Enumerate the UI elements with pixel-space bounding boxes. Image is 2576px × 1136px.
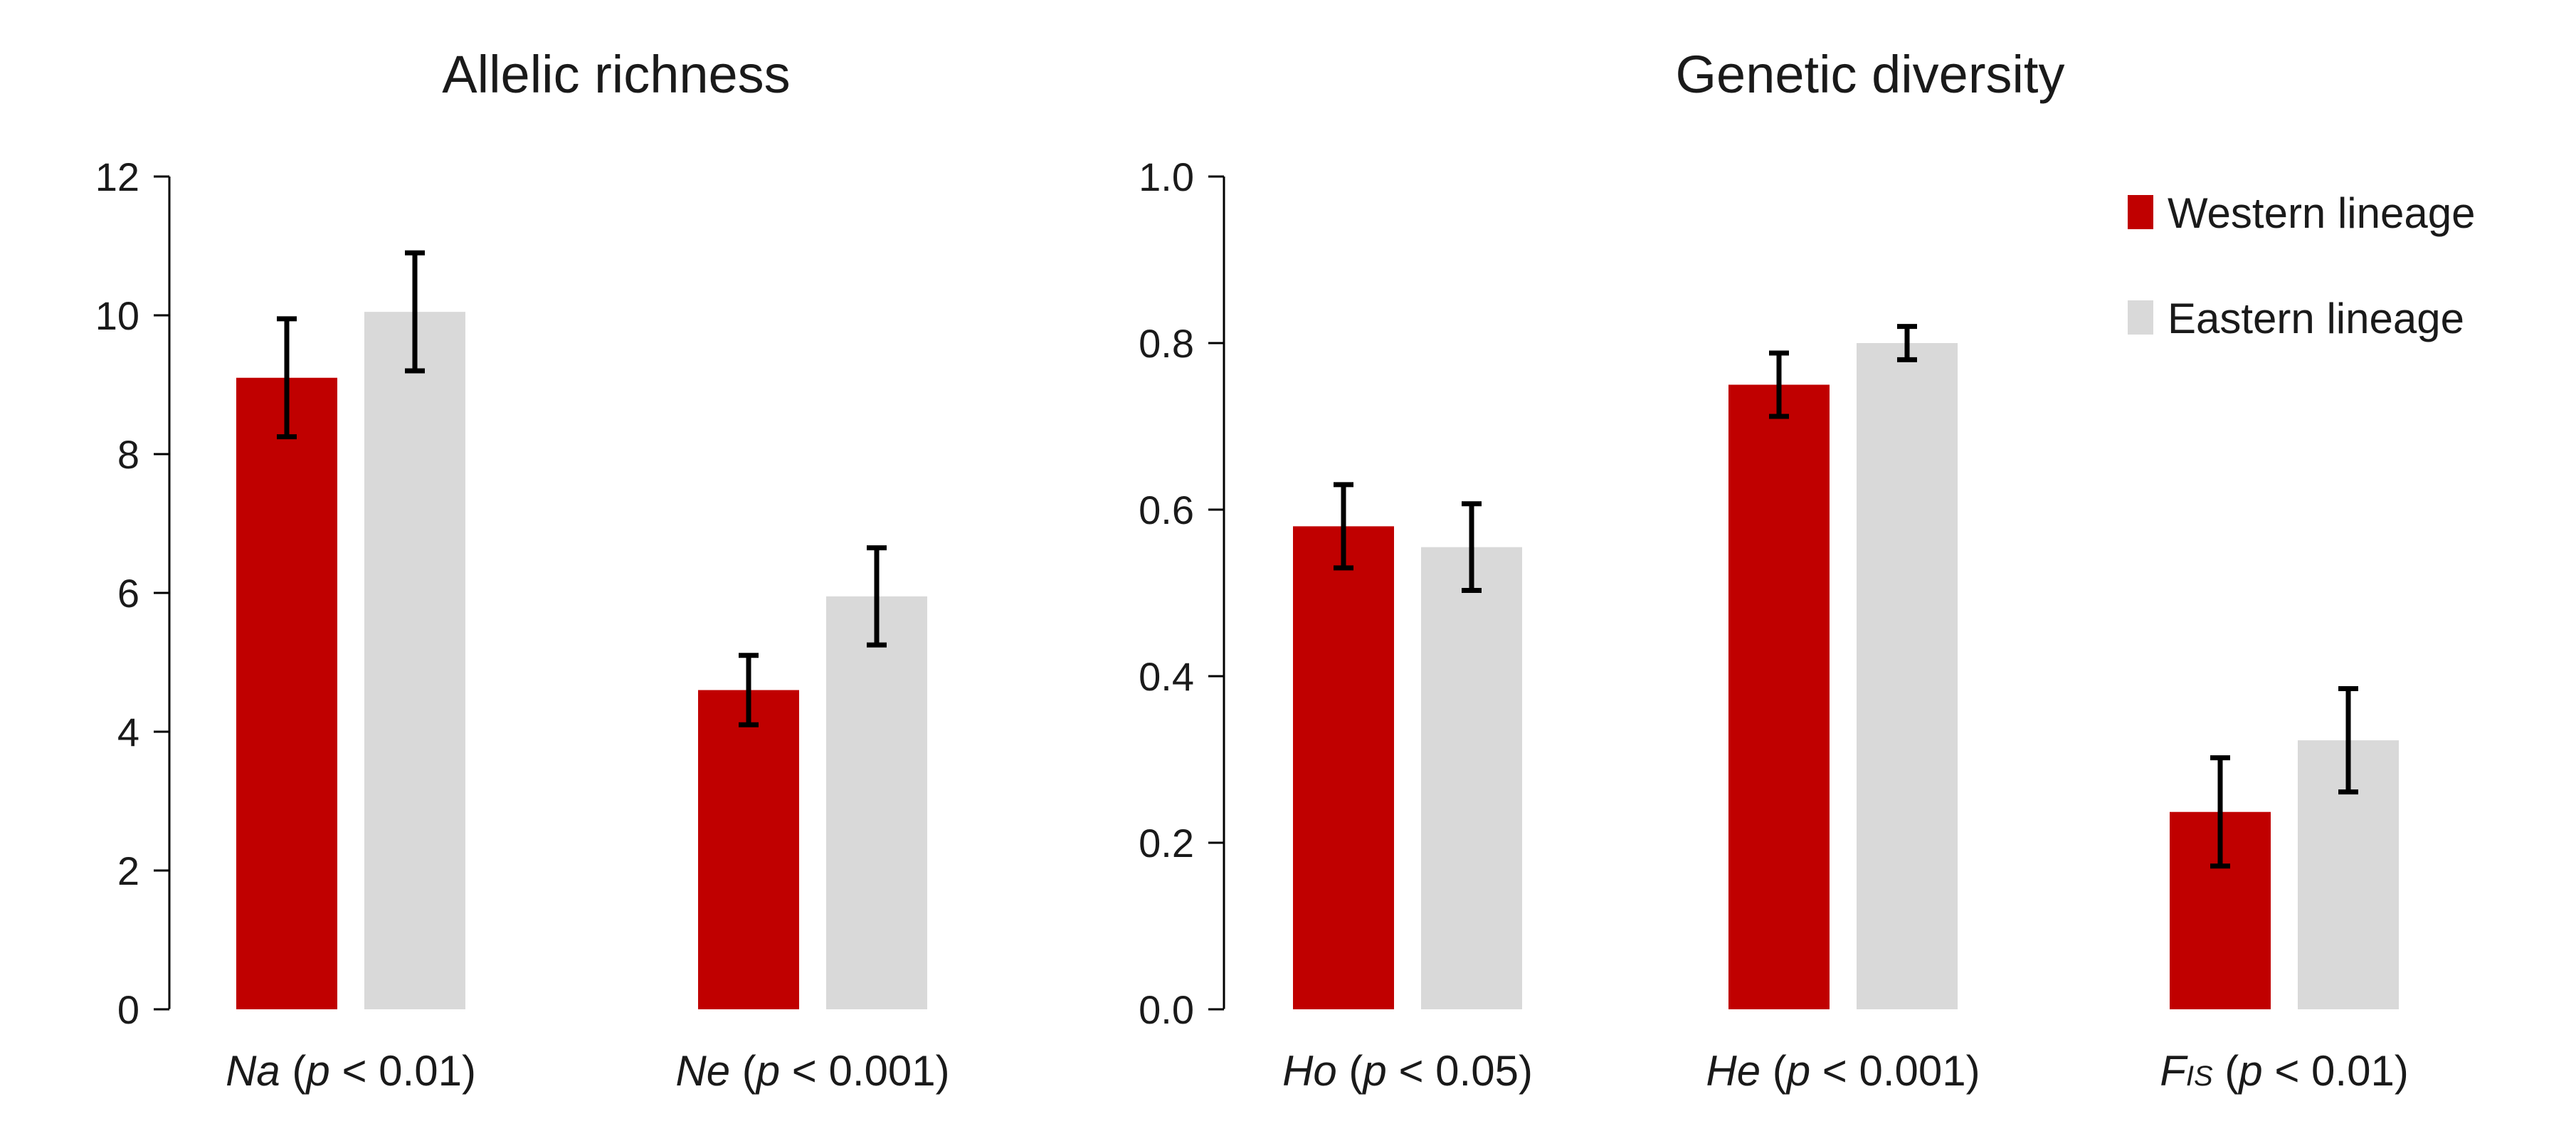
error-bar (2210, 755, 2230, 869)
error-bar (405, 250, 425, 374)
legend-label-eastern-lineage: Eastern lineage (2168, 295, 2464, 342)
x-tick-label: Ne (p < 0.001) (675, 1047, 949, 1095)
error-bar (277, 316, 297, 440)
bar-western-lineage (236, 377, 337, 1009)
chart-title: Genetic diversity (1676, 45, 2065, 104)
error-bar (1897, 324, 1917, 362)
y-tick-label: 2 (117, 848, 139, 893)
error-bar (2338, 686, 2358, 795)
error-bar (739, 653, 759, 727)
y-tick-label: 0 (117, 987, 139, 1032)
legend-label-western-lineage: Western lineage (2168, 189, 2475, 237)
bar-western-lineage (1293, 526, 1394, 1009)
y-tick-label: 1.0 (1139, 154, 1194, 199)
y-tick-label: 4 (117, 710, 139, 754)
error-bar (1769, 350, 1789, 419)
bar-western-lineage (1728, 384, 1830, 1009)
y-tick-label: 0.8 (1139, 321, 1194, 366)
x-tick-label: Ho (p < 0.05) (1282, 1047, 1533, 1095)
y-tick-label: 8 (117, 432, 139, 477)
y-tick-label: 6 (117, 571, 139, 616)
bar-eastern-lineage (1421, 547, 1522, 1009)
bar-eastern-lineage (826, 596, 927, 1009)
error-bar (867, 545, 887, 648)
x-tick-label: He (p < 0.001) (1706, 1047, 1980, 1095)
error-bar (1334, 482, 1353, 571)
allelic-richness-chart: Allelic richness 0 2 4 6 8 10 12 Na (p < 0.01) Ne… (95, 45, 1025, 1095)
y-tick-label: 12 (95, 154, 139, 199)
y-tick-label: 0.2 (1139, 821, 1194, 866)
bar-western-lineage (698, 690, 799, 1009)
chart-title: Allelic richness (442, 45, 790, 104)
y-tick-label: 0.0 (1139, 987, 1194, 1032)
y-tick-label: 10 (95, 293, 139, 338)
x-tick-label: FIS (p < 0.01) (2160, 1047, 2409, 1095)
y-tick-label: 0.6 (1139, 488, 1194, 532)
x-tick-label: Na (p < 0.01) (226, 1047, 476, 1095)
genetic-diversity-chart: Genetic diversity 0.0 0.2 0.4 0.6 0.8 1.0 Ho (p… (1139, 45, 2576, 1095)
bar-eastern-lineage (364, 312, 465, 1009)
bar-eastern-lineage (1857, 343, 1958, 1009)
legend-swatch-eastern-lineage (2128, 300, 2153, 335)
legend: Western lineage Eastern lineage (2128, 189, 2475, 342)
legend-swatch-western-lineage (2128, 195, 2153, 229)
y-tick-label: 0.4 (1139, 654, 1194, 699)
error-bar (1462, 501, 1482, 593)
